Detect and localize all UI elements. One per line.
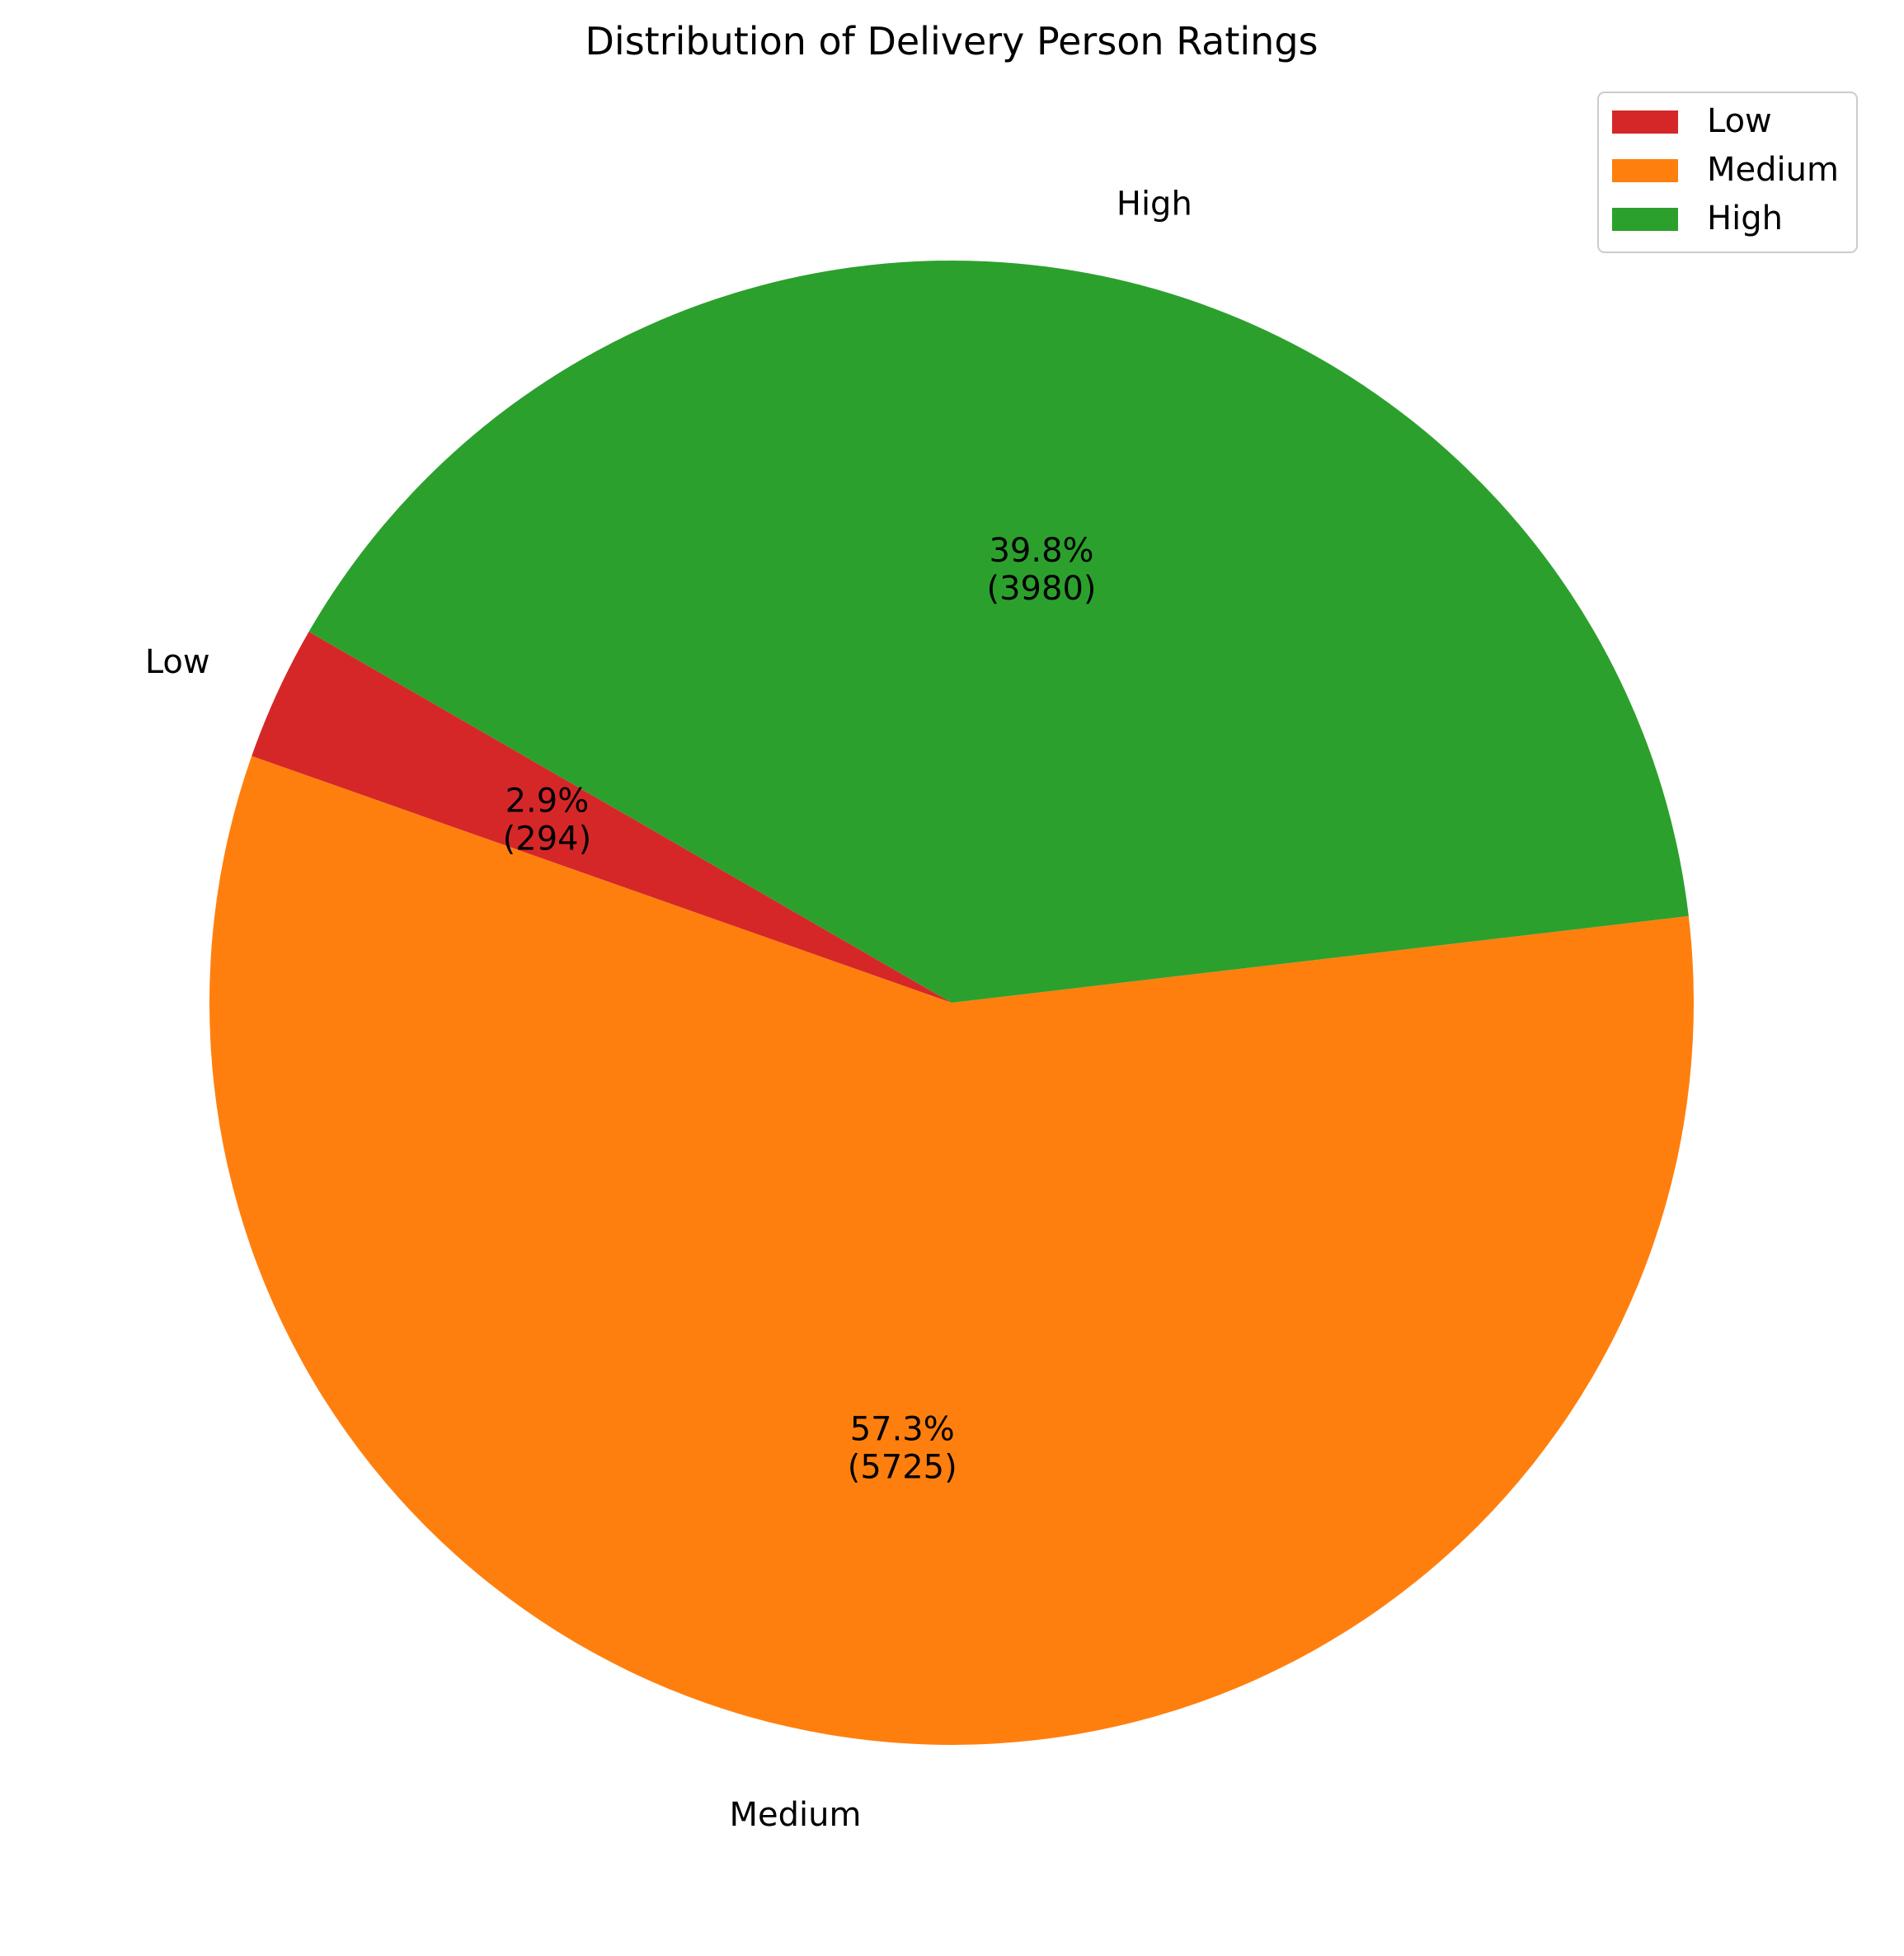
slice-label-low: Low	[145, 643, 210, 681]
legend-label-low: Low	[1707, 102, 1772, 140]
legend-swatch-high	[1612, 208, 1678, 231]
legend: Low Medium High	[1597, 92, 1858, 253]
legend-swatch-medium	[1612, 159, 1678, 182]
count-label-high: (3980)	[987, 570, 1097, 608]
legend-swatch-low	[1612, 110, 1678, 134]
chart-title: Distribution of Delivery Person Ratings	[585, 19, 1319, 63]
pie-labels: Low 2.9%(294) Medium 57.3%(5725) High 39.8%(3…	[145, 185, 1192, 1834]
percent-label-low: 2.9%	[505, 782, 590, 820]
legend-label-high: High	[1707, 200, 1783, 237]
pie-slice-high	[308, 260, 1689, 1004]
count-label-low: (294)	[503, 820, 592, 858]
pie-slice-low	[252, 632, 952, 1003]
slice-label-high: High	[1117, 185, 1192, 223]
count-label-medium: (5725)	[848, 1449, 957, 1487]
slice-label-medium: Medium	[729, 1796, 861, 1834]
percent-label-medium: 57.3%	[850, 1411, 955, 1449]
legend-label-medium: Medium	[1707, 151, 1839, 189]
pie-slices	[209, 260, 1694, 1745]
percent-label-high: 39.8%	[989, 532, 1093, 570]
pie-slice-medium	[209, 755, 1694, 1745]
